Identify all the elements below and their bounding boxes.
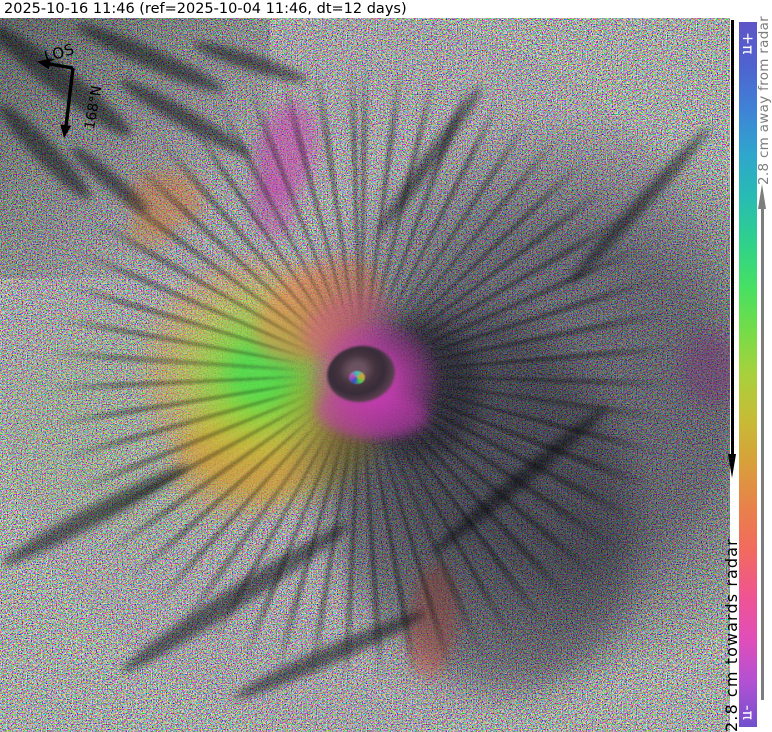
colorbar-gradient — [739, 22, 757, 727]
interferogram-map: LOS 168°N — [0, 18, 730, 732]
away-from-radar-arrow-shaft — [761, 208, 764, 700]
colorbar-tick-plus-pi: +π — [739, 31, 757, 55]
towards-radar-label: 2.8 cm towards radar — [722, 538, 741, 732]
los-arrowhead — [37, 58, 51, 70]
away-from-radar-arrowhead — [758, 184, 766, 209]
colorbar-tick-minus-pi: -π — [739, 704, 757, 720]
los-arrows — [37, 58, 75, 138]
towards-radar-arrow-shaft — [731, 20, 734, 456]
towards-radar-arrowhead — [728, 454, 736, 478]
away-from-radar-label: 2.8 cm away from radar — [756, 15, 772, 185]
heading-arrowhead — [60, 124, 72, 138]
figure-title: 2025-10-16 11:46 (ref=2025-10-04 11:46, … — [4, 1, 407, 17]
phase-speckle-noise — [0, 18, 730, 732]
